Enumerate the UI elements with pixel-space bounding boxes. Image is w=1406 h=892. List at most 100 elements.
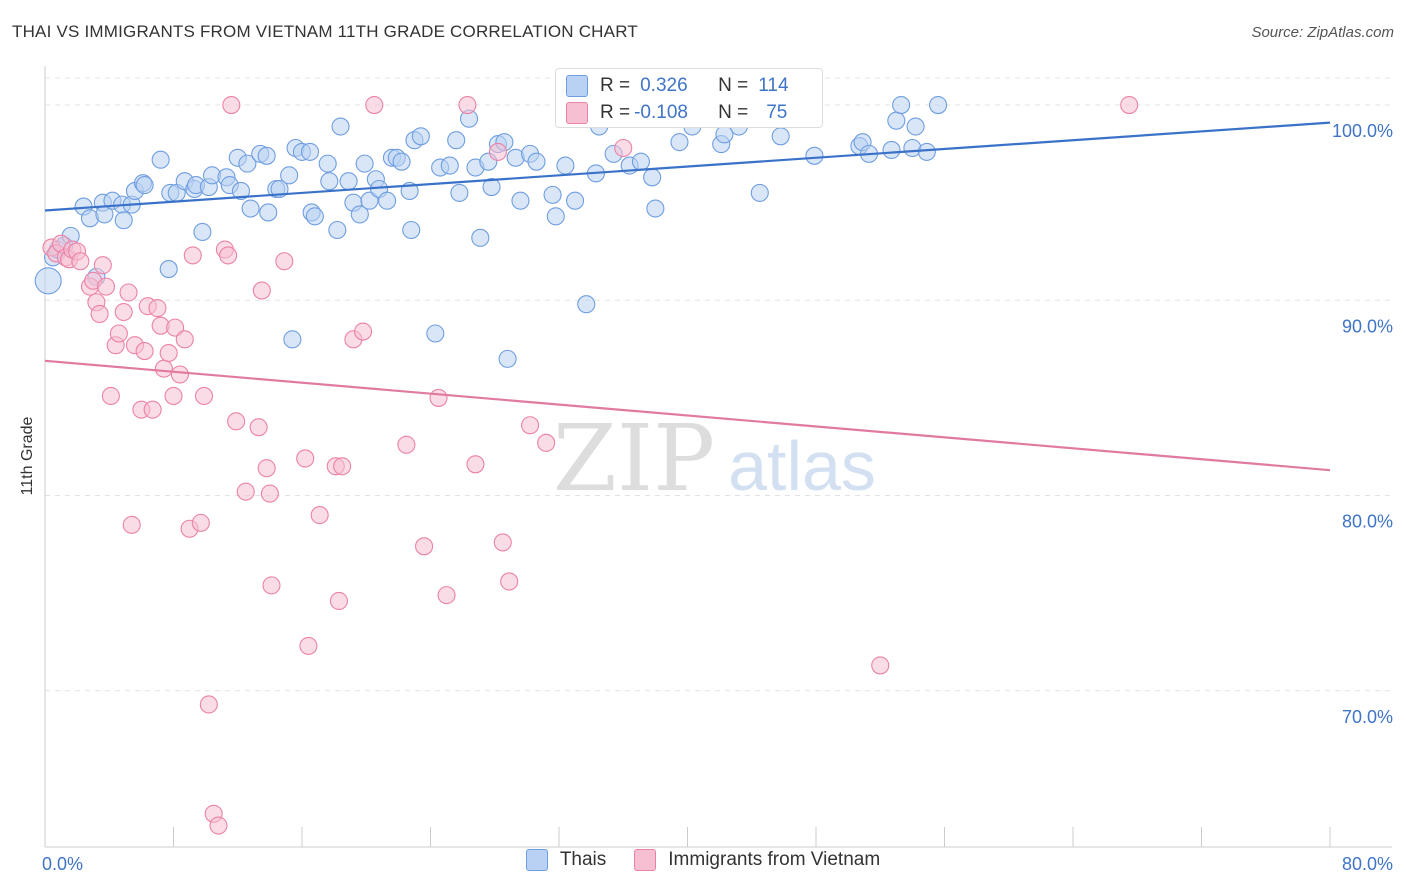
thais-point bbox=[339, 172, 358, 191]
vietnam-point bbox=[493, 533, 512, 552]
legend-swatch-thais bbox=[525, 849, 548, 871]
vietnam-point bbox=[333, 457, 352, 476]
thais-point bbox=[114, 211, 133, 230]
thais-point bbox=[355, 154, 374, 173]
legend-item-vietnam[interactable]: Immigrants from Vietnam bbox=[634, 849, 880, 871]
vietnam-point bbox=[135, 342, 154, 361]
vietnam-r-value: -0.108 bbox=[634, 102, 688, 123]
stats-row-vietnam: R = -0.108 N = 75 bbox=[566, 100, 787, 126]
vietnam-point bbox=[260, 484, 279, 503]
thais-point bbox=[392, 152, 411, 171]
watermark: ZIP atlas bbox=[553, 405, 876, 512]
thais-point bbox=[917, 142, 936, 161]
vietnam-point bbox=[521, 416, 540, 435]
vietnam-point bbox=[183, 246, 202, 265]
vietnam-point bbox=[114, 302, 133, 322]
thais-point bbox=[527, 152, 546, 171]
thais-point bbox=[882, 140, 901, 160]
vietnam-point bbox=[262, 576, 281, 595]
stats-box: R = 0.326 N = 114 R = -0.108 N = 75 bbox=[555, 68, 823, 128]
vietnam-point bbox=[296, 449, 315, 468]
trend-lines bbox=[44, 121, 1331, 472]
thais-point bbox=[498, 349, 517, 368]
thais-point bbox=[257, 146, 276, 165]
thais-point bbox=[906, 117, 925, 136]
thais-point bbox=[328, 220, 347, 240]
r-label: R = bbox=[600, 75, 631, 96]
vietnam-point bbox=[90, 304, 109, 324]
thais-point bbox=[305, 207, 324, 226]
legend-swatch-vietnam bbox=[634, 849, 657, 871]
watermark-atlas: atlas bbox=[728, 427, 876, 505]
vietnam-point bbox=[166, 318, 185, 337]
thais-point bbox=[411, 127, 430, 146]
vietnam-point bbox=[236, 482, 255, 501]
thais-point bbox=[670, 133, 689, 152]
n-label: N = bbox=[718, 75, 749, 96]
n-label: N = bbox=[718, 102, 749, 123]
thais-point bbox=[577, 295, 596, 314]
vietnam-point bbox=[71, 252, 90, 271]
vietnam-point bbox=[249, 418, 268, 437]
vietnam-point bbox=[871, 656, 890, 675]
thais-point bbox=[320, 172, 339, 191]
thais-point bbox=[556, 156, 575, 175]
vietnam-point bbox=[170, 365, 189, 384]
thais-point bbox=[750, 183, 769, 202]
vietnam-point bbox=[219, 246, 238, 265]
vietnam-point bbox=[119, 283, 138, 302]
thais-point bbox=[566, 191, 585, 210]
vietnam-point bbox=[299, 636, 318, 655]
vietnam-point bbox=[194, 386, 214, 406]
thais-point bbox=[771, 127, 790, 146]
vietnam-point bbox=[500, 572, 519, 591]
chart-title: THAI VS IMMIGRANTS FROM VIETNAM 11TH GRA… bbox=[12, 22, 638, 41]
thais-point bbox=[241, 199, 260, 218]
vietnam-point bbox=[429, 388, 448, 407]
vietnam-point bbox=[329, 591, 348, 611]
thais-point bbox=[646, 199, 665, 218]
r-label: R = bbox=[600, 102, 631, 123]
vietnam-point bbox=[437, 586, 456, 605]
thais-point bbox=[805, 146, 824, 165]
y-tick-label-90: 90.0% bbox=[1342, 316, 1393, 336]
legend-item-thais[interactable]: Thais bbox=[525, 849, 606, 871]
source-credit: Source: ZipAtlas.com bbox=[1251, 24, 1394, 41]
legend-label-vietnam: Immigrants from Vietnam bbox=[668, 849, 881, 870]
vietnam-point bbox=[164, 386, 183, 406]
vietnam-point bbox=[93, 256, 112, 275]
thais-point bbox=[929, 96, 948, 115]
thais-point bbox=[135, 176, 154, 195]
vietnam-point bbox=[275, 252, 294, 271]
legend: Thais Immigrants from Vietnam bbox=[0, 849, 1406, 871]
vietnam-point bbox=[143, 400, 162, 419]
vietnam-point bbox=[415, 537, 434, 556]
vietnam-point bbox=[222, 96, 241, 115]
thais-point bbox=[426, 324, 445, 343]
vietnam-point bbox=[310, 506, 329, 525]
vietnam-point bbox=[252, 281, 271, 300]
thais-point bbox=[511, 191, 530, 210]
thais-point bbox=[350, 205, 369, 224]
vietnam-point bbox=[175, 330, 194, 349]
vietnam-point bbox=[227, 412, 246, 431]
thais-point bbox=[331, 117, 350, 136]
vietnam-point bbox=[191, 513, 210, 532]
vietnam-point bbox=[159, 343, 178, 363]
thais-point bbox=[360, 191, 379, 210]
thais-point bbox=[378, 191, 397, 210]
thais-point bbox=[283, 330, 302, 349]
vietnam-point bbox=[458, 96, 477, 115]
x-tick-label-0: 0.0% bbox=[42, 854, 83, 874]
thais-point bbox=[34, 267, 62, 295]
thais-point bbox=[892, 96, 911, 115]
vietnam-point bbox=[466, 455, 485, 474]
vietnam-point bbox=[122, 515, 141, 534]
thais-point bbox=[447, 131, 466, 150]
vietnam-point bbox=[154, 359, 173, 378]
thais-point bbox=[231, 181, 251, 201]
thais-point bbox=[300, 142, 320, 161]
y-tick-label-80: 80.0% bbox=[1342, 512, 1393, 532]
vietnam-point bbox=[488, 142, 508, 161]
thais-r-value: 0.326 bbox=[640, 75, 688, 96]
